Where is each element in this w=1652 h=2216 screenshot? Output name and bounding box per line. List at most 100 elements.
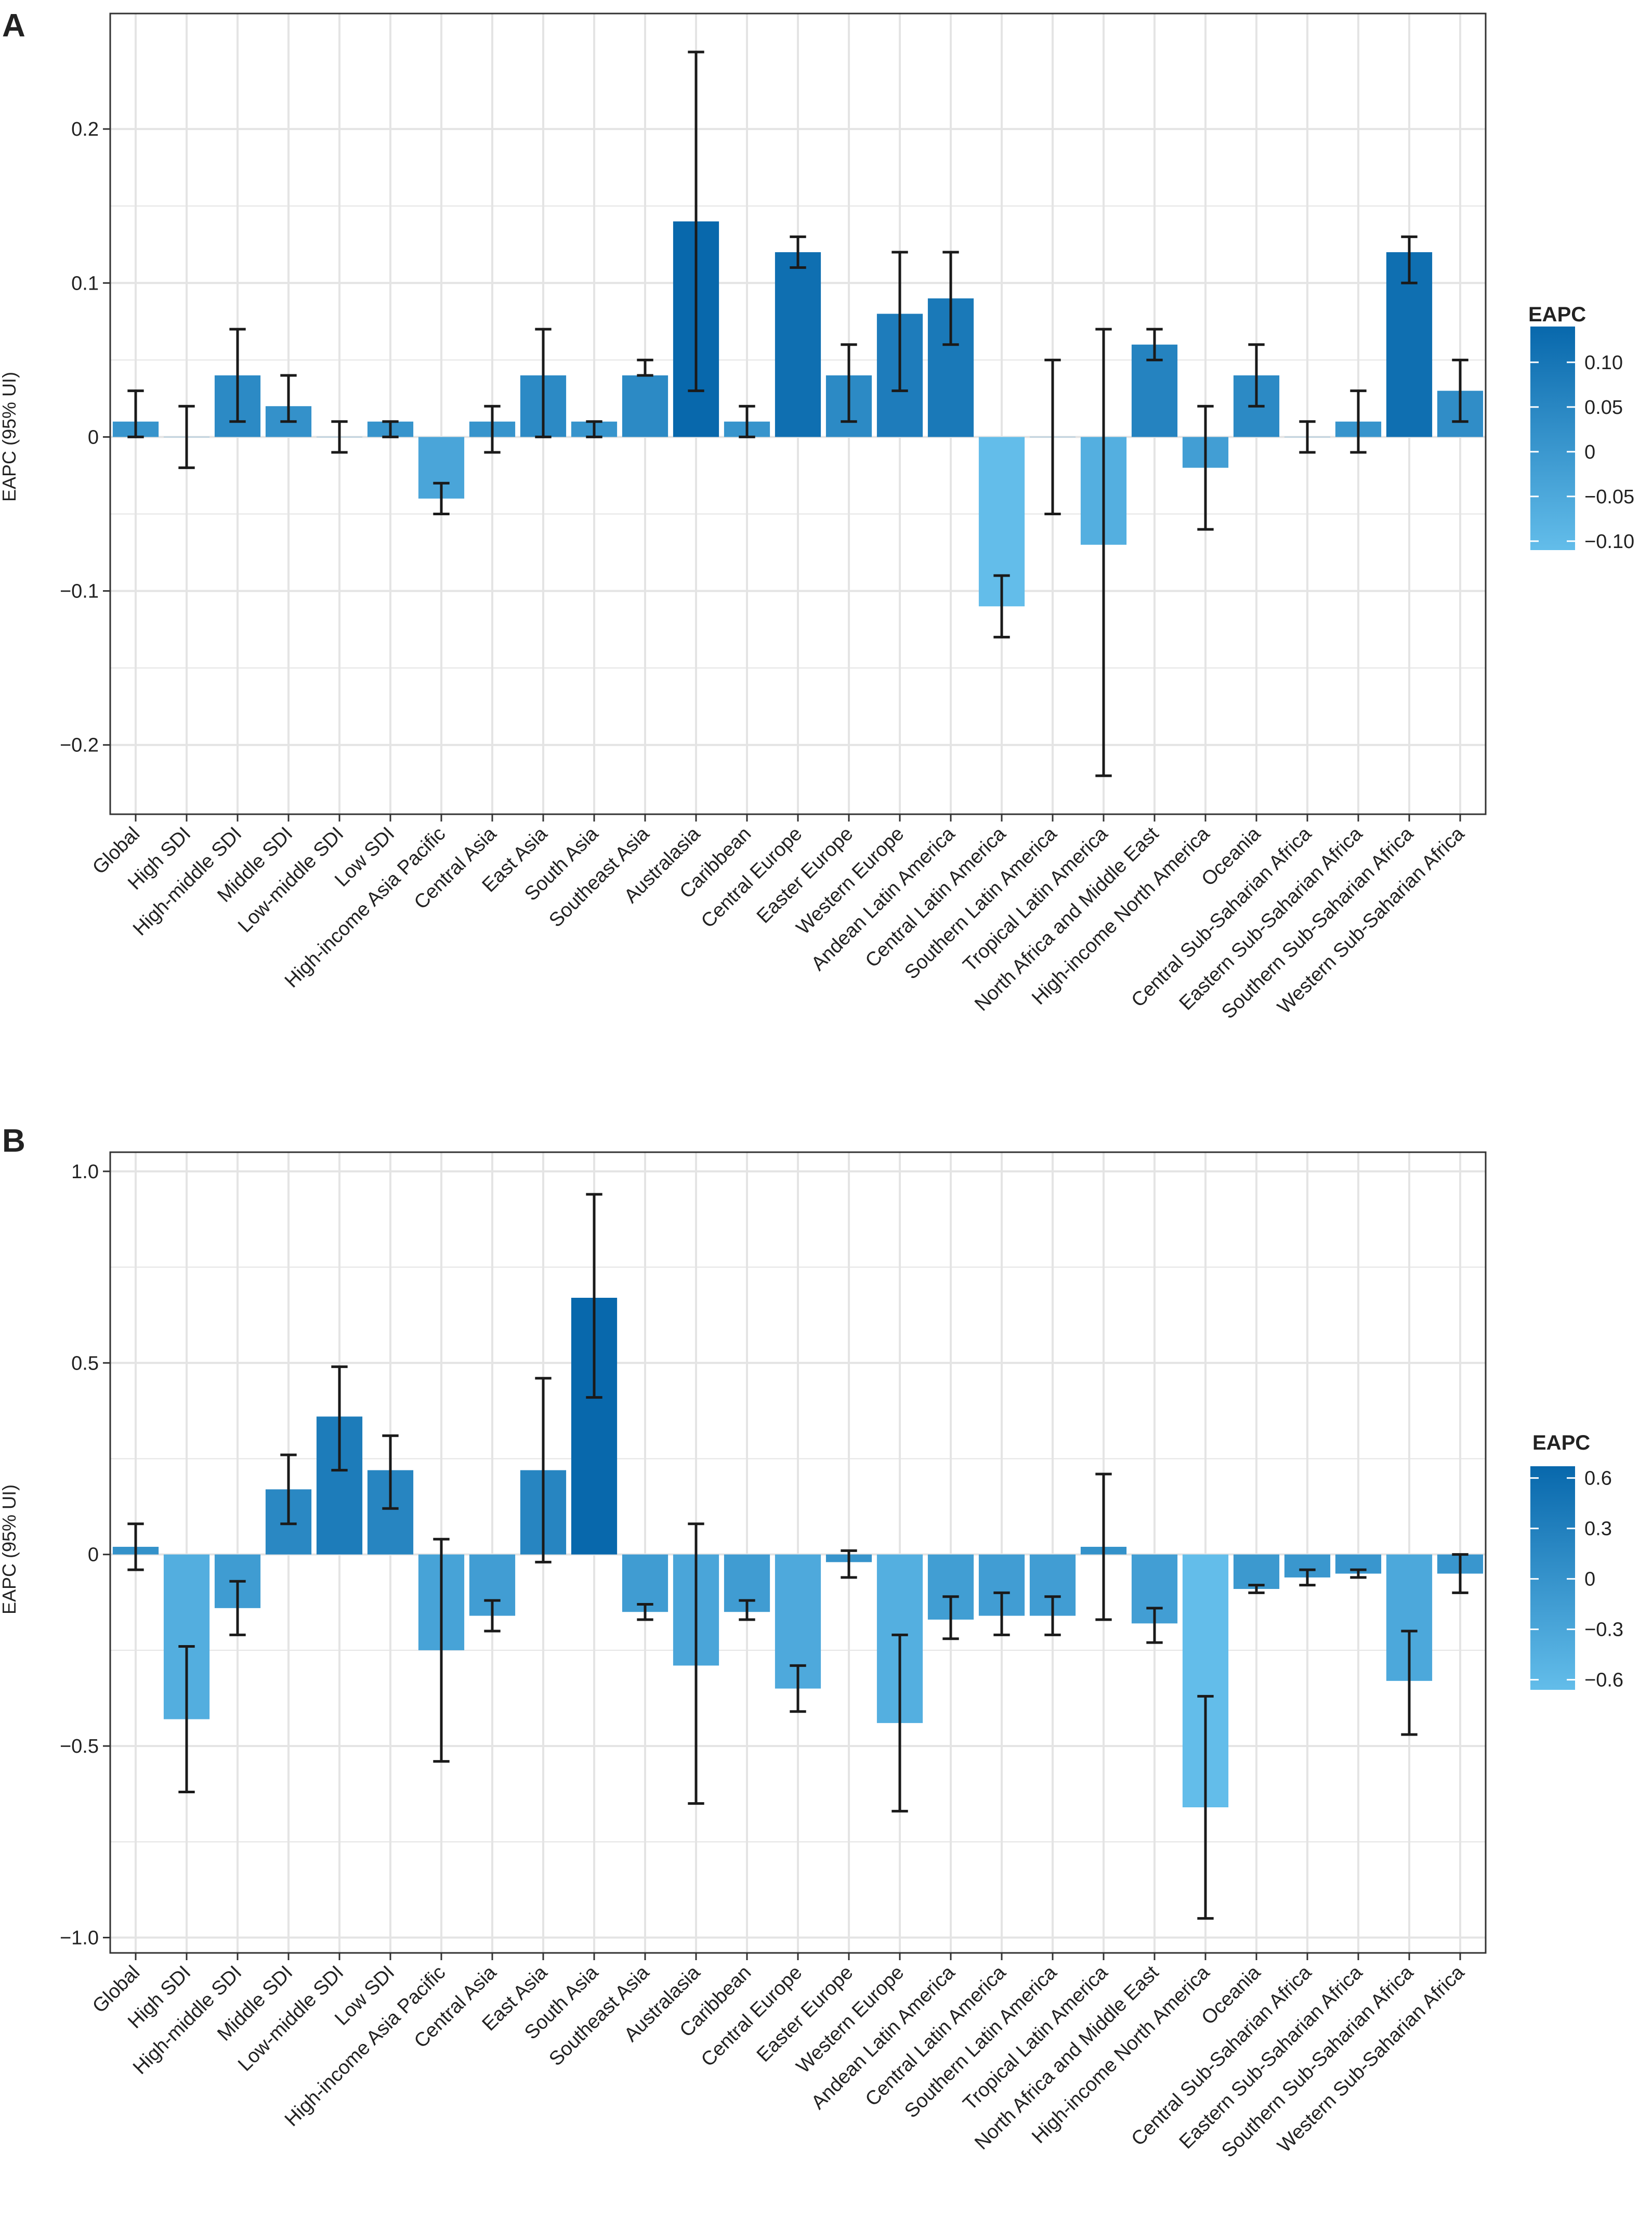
error-bar-eastern-sub-saharian-africa — [1350, 389, 1367, 454]
error-bar-western-europe — [891, 1633, 908, 1813]
error-bar-high-income-north-america — [1197, 1694, 1214, 1920]
x-tick-label-western-sub-saharian-africa: Western Sub-Saharian Africa — [1274, 823, 1469, 1018]
legend-tick-label: 0.6 — [1584, 1468, 1612, 1490]
error-bar-oceania — [1248, 343, 1265, 408]
error-bar-middle-sdi — [280, 1453, 297, 1526]
y-tick-label: 0 — [88, 426, 99, 448]
y-tick-label: 0.2 — [71, 119, 99, 140]
error-bar-australasia — [688, 50, 704, 393]
legend-tick-label: −0.10 — [1584, 531, 1634, 553]
error-bar-southern-sub-saharian-africa — [1401, 235, 1418, 284]
y-tick-label: 0 — [88, 1544, 99, 1566]
error-bar-high-sdi — [178, 405, 195, 470]
error-bar-central-europe — [790, 235, 806, 269]
bar-central-europe — [775, 252, 821, 437]
x-tick-label-north-africa-and-middle-east: North Africa and Middle East — [971, 1961, 1163, 2154]
y-tick-label: −0.5 — [60, 1736, 99, 1757]
error-bar-southeast-asia — [637, 1602, 653, 1621]
x-tick-label-western-sub-saharian-africa: Western Sub-Saharian Africa — [1274, 1961, 1469, 2157]
y-tick-label: −0.1 — [60, 581, 99, 603]
error-bar-caribbean — [739, 405, 755, 438]
legend-tick-label: 0.3 — [1584, 1518, 1612, 1540]
y-axis-title-b: EAPC (95% UI) — [0, 1484, 20, 1614]
error-bar-high-middle-sdi — [229, 328, 246, 423]
error-bars-b — [127, 1193, 1469, 1920]
error-bar-central-sub-saharian-africa — [1299, 1568, 1316, 1587]
legend-tick-label: −0.05 — [1584, 486, 1634, 508]
error-bar-southern-latin-america — [1044, 358, 1061, 515]
error-bar-central-europe — [790, 1664, 806, 1713]
legend-tick-label: 0.10 — [1584, 352, 1623, 374]
legend-tick-label: −0.6 — [1584, 1670, 1623, 1691]
error-bar-southern-sub-saharian-africa — [1401, 1630, 1418, 1736]
error-bar-low-middle-sdi — [331, 1365, 348, 1472]
error-bar-central-latin-america — [993, 1591, 1010, 1636]
error-bar-north-africa-and-middle-east — [1146, 1607, 1163, 1644]
error-bar-andean-latin-america — [942, 251, 959, 346]
error-bar-western-sub-saharian-africa — [1452, 1553, 1469, 1594]
error-bar-tropical-latin-america — [1095, 328, 1112, 777]
y-tick-label: 0.5 — [71, 1352, 99, 1374]
error-bar-low-middle-sdi — [331, 420, 348, 454]
bar-southeast-asia — [622, 1554, 668, 1612]
error-bar-central-asia — [484, 1599, 501, 1633]
legend-tick-label: 0 — [1584, 441, 1595, 463]
error-bar-high-income-asia-pacific — [433, 481, 450, 515]
panel-a: A EAPC (95% UI) −0.2−0.100.10.2 GlobalHi… — [0, 8, 1634, 1023]
error-bar-oceania — [1248, 1584, 1265, 1594]
error-bar-caribbean — [739, 1599, 755, 1621]
legend-colorbar-b — [1530, 1466, 1575, 1690]
x-tick-label-eastern-sub-saharian-africa: Eastern Sub-Saharian Africa — [1175, 1961, 1367, 2153]
error-bar-east-asia — [535, 1377, 552, 1563]
error-bar-north-africa-and-middle-east — [1146, 328, 1163, 361]
error-bar-central-sub-saharian-africa — [1299, 420, 1316, 454]
error-bar-australasia — [688, 1522, 704, 1805]
error-bar-easter-europe — [841, 343, 857, 423]
error-bar-low-sdi — [382, 1434, 399, 1510]
legend-title-a: EAPC — [1528, 303, 1586, 326]
y-ticks-a: −0.2 −0.1 0 0.1 0.2 — [60, 119, 110, 757]
legend-colorbar-a — [1530, 327, 1575, 550]
legend-tick-label: 0.05 — [1584, 397, 1623, 419]
y-tick-label: −1.0 — [60, 1927, 99, 1949]
error-bar-high-middle-sdi — [229, 1580, 246, 1636]
error-bar-western-europe — [891, 251, 908, 393]
error-bar-southeast-asia — [637, 358, 653, 377]
error-bar-east-asia — [535, 328, 552, 438]
x-tick-label-north-africa-and-middle-east: North Africa and Middle East — [971, 823, 1163, 1015]
error-bar-easter-europe — [841, 1549, 857, 1579]
error-bar-high-income-asia-pacific — [433, 1537, 450, 1763]
legend-tick-label: −0.3 — [1584, 1619, 1623, 1641]
error-bar-southern-latin-america — [1044, 1595, 1061, 1636]
error-bar-south-asia — [586, 420, 602, 438]
y-ticks-b: −1.0 −0.5 0 0.5 1.0 — [60, 1161, 110, 1949]
error-bar-global — [127, 1522, 144, 1571]
panel-b: B EAPC (95% UI) −1.0 −0.5 0 0.5 1.0 GlobalHi… — [0, 1123, 1623, 2162]
panel-label-a: A — [2, 8, 25, 44]
bar-southeast-asia — [622, 375, 668, 437]
error-bar-tropical-latin-america — [1095, 1472, 1112, 1621]
y-tick-label: 0.1 — [71, 272, 99, 294]
y-axis-title-a: EAPC (95% UI) — [0, 372, 20, 502]
legend-tick-label: 0 — [1584, 1569, 1595, 1591]
legend-title-b: EAPC — [1532, 1431, 1590, 1454]
error-bar-low-sdi — [382, 420, 399, 438]
error-bars-a — [127, 50, 1469, 777]
bar-oceania — [1233, 1554, 1280, 1589]
bars-b — [112, 1298, 1484, 1807]
error-bar-central-asia — [484, 405, 501, 454]
y-tick-label: −0.2 — [60, 735, 99, 757]
legend-a: EAPC 0.10 0.05 0 −0.05 −0.10 — [1528, 303, 1634, 553]
error-bar-high-income-north-america — [1197, 405, 1214, 531]
x-tick-label-eastern-sub-saharian-africa: Eastern Sub-Saharian Africa — [1175, 823, 1367, 1014]
error-bar-south-asia — [586, 1193, 602, 1399]
y-tick-label: 1.0 — [71, 1161, 99, 1183]
error-bar-middle-sdi — [280, 374, 297, 423]
error-bar-high-sdi — [178, 1645, 195, 1794]
panel-label-b: B — [2, 1123, 25, 1159]
error-bar-western-sub-saharian-africa — [1452, 358, 1469, 423]
error-bar-global — [127, 389, 144, 438]
